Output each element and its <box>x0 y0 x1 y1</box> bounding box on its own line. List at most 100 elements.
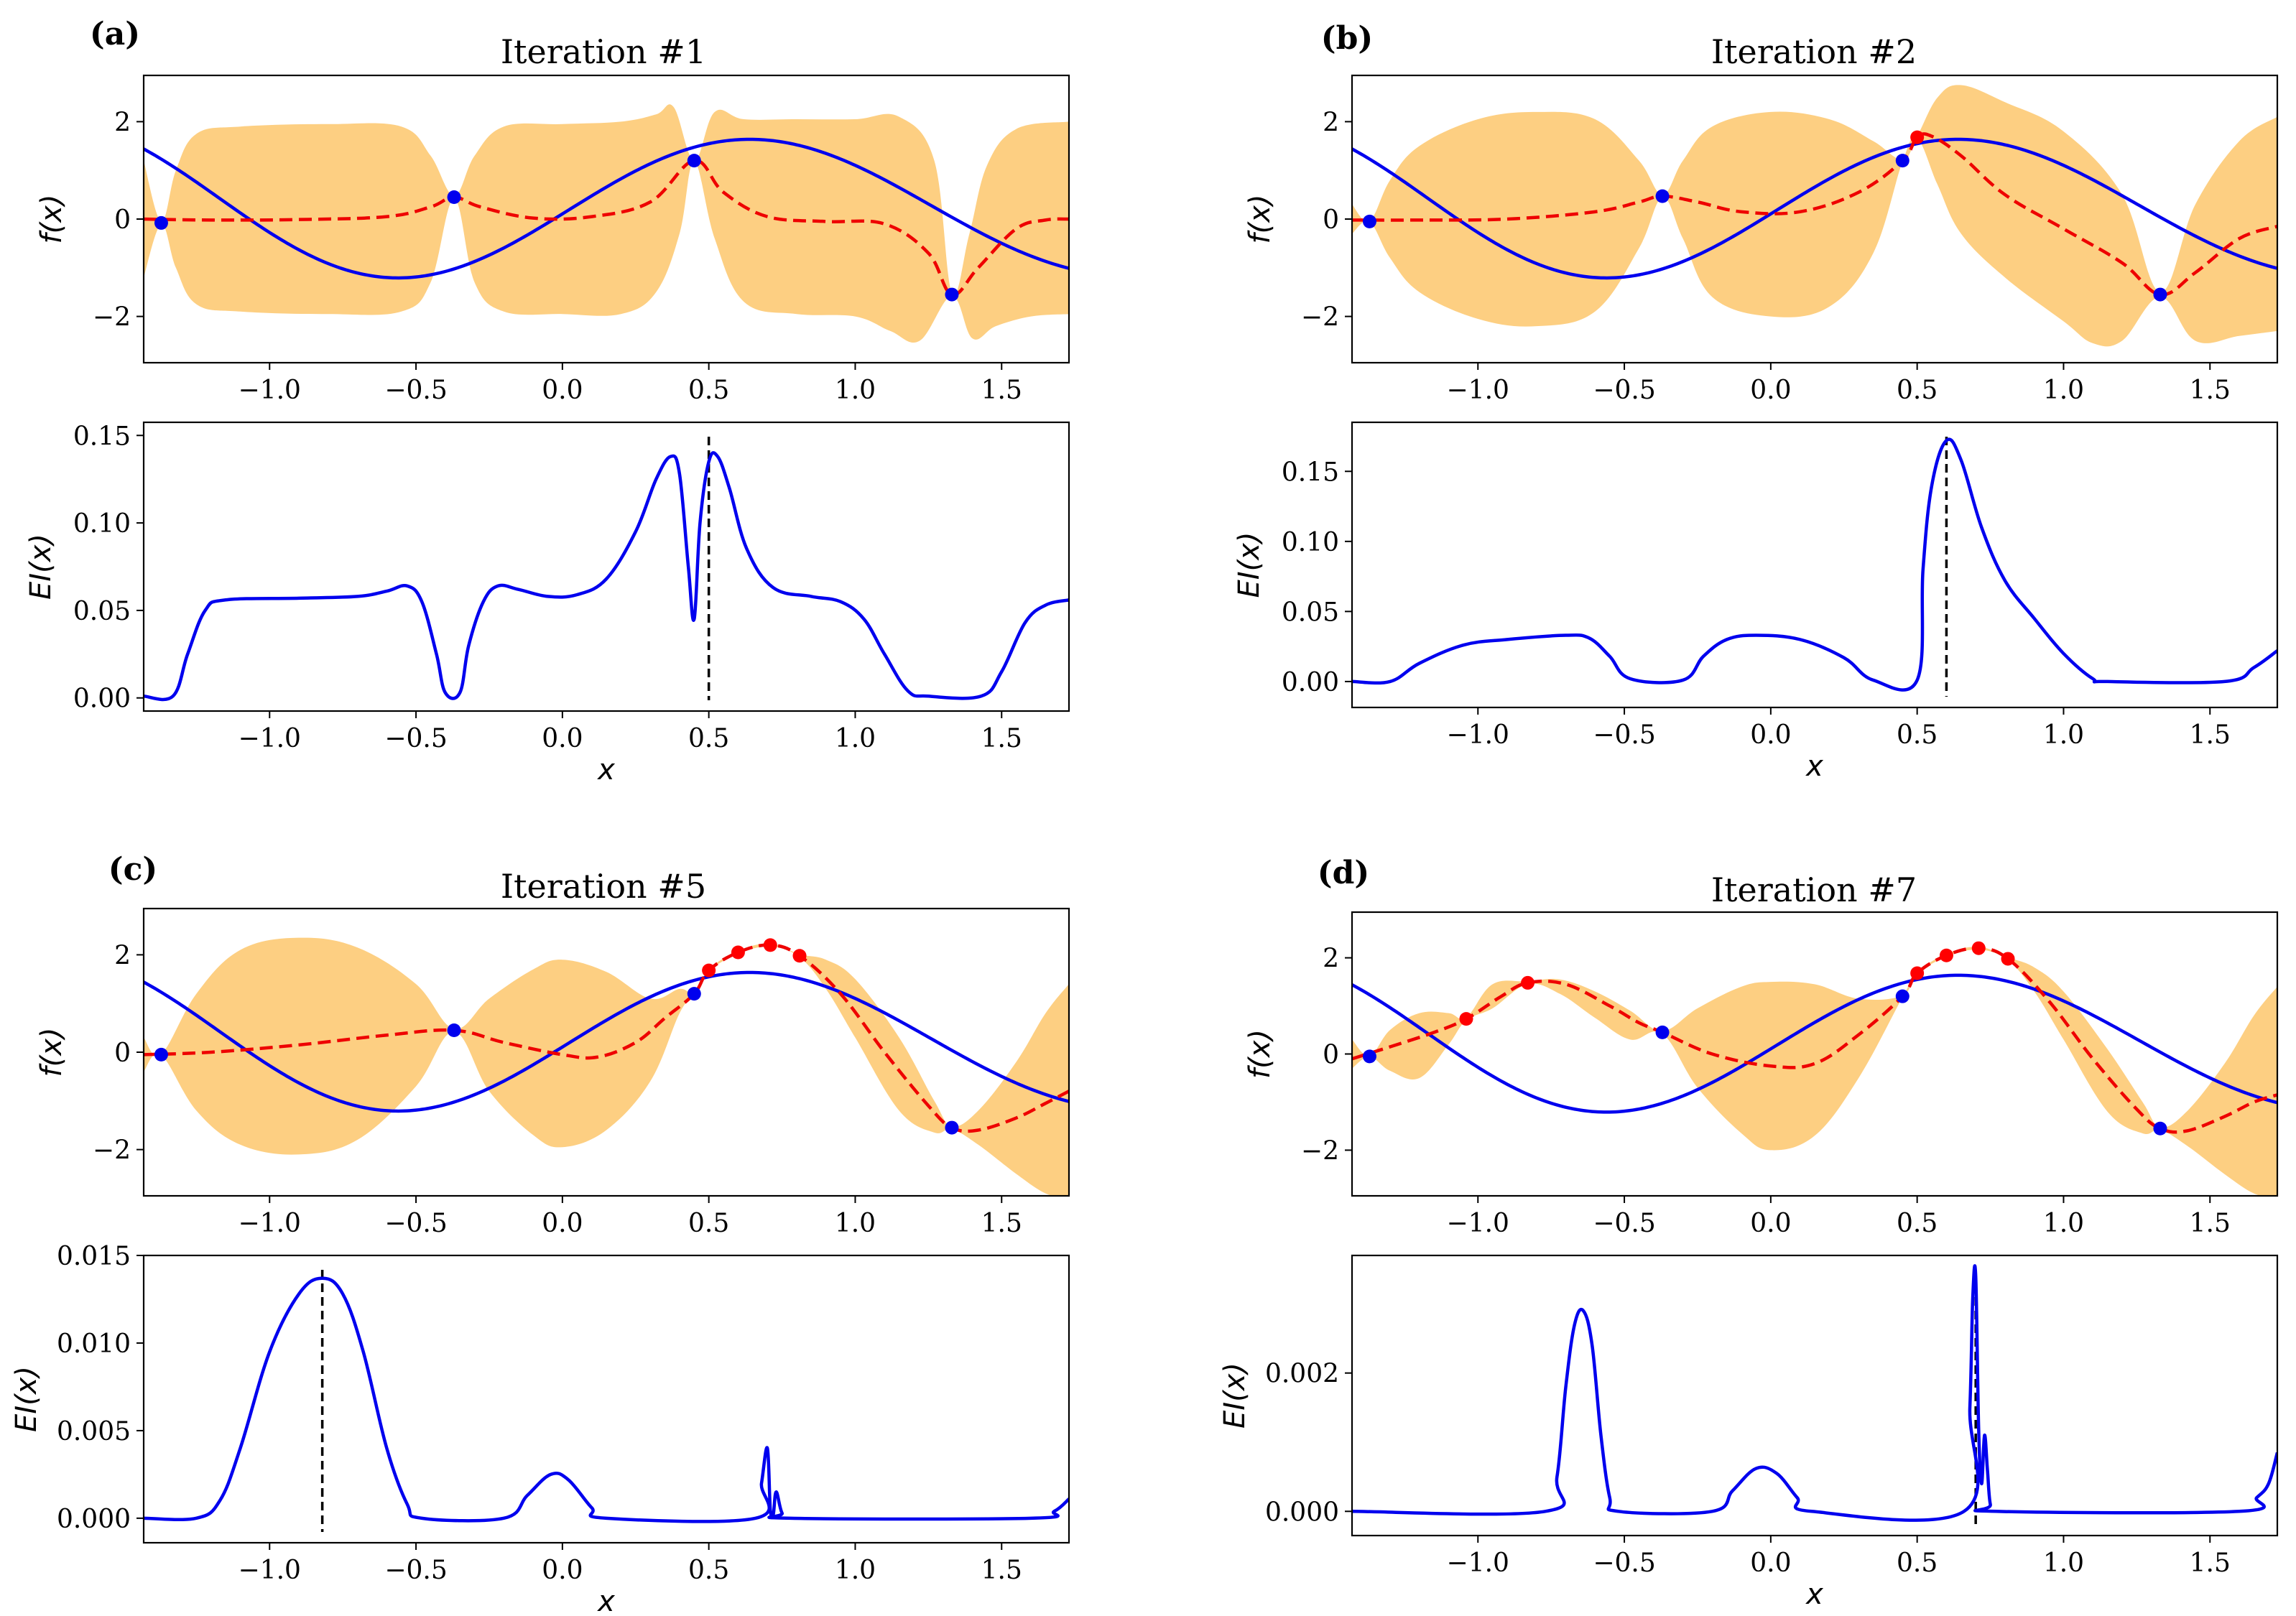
gp-subplot: −1.0 −0.5 0.0 0.5 1.0 1.5 −2 0 2 f(x) <box>1244 74 2279 405</box>
gp-x-tick-label: −1.0 <box>1447 1209 1509 1238</box>
ei-y-ticks: 0.00 0.05 0.10 0.15 <box>1282 458 1352 697</box>
gp-x-ticks: −1.0 −0.5 0.0 0.5 1.0 1.5 <box>239 1196 1022 1238</box>
gp-x-tick-label: −0.5 <box>1593 1209 1655 1238</box>
gp-x-tick-label: 0.0 <box>1750 1209 1791 1238</box>
initial-observation-point <box>687 154 701 168</box>
ei-plot-frame <box>142 1254 1070 1544</box>
gp-x-tick-label: 0.5 <box>688 376 729 405</box>
gp-x-tick-label: 0.0 <box>542 376 583 405</box>
gp-mean-line <box>144 159 1069 297</box>
gp-mean-line <box>1352 132 2277 297</box>
confidence-band <box>1352 947 2277 1196</box>
gp-y-tick-label: 0 <box>1323 205 1339 235</box>
initial-observation-point <box>1895 989 1910 1003</box>
ei-y-tick-label: 0.15 <box>1282 458 1339 487</box>
ei-y-axis-title: EI(x) <box>10 1366 43 1432</box>
ei-y-ticks: 0.000 0.002 <box>1265 1360 1352 1527</box>
initial-observation-point <box>1655 1025 1670 1039</box>
ei-y-tick-label: 0.010 <box>57 1329 131 1359</box>
ei-curve <box>144 451 1069 702</box>
ei-plot-frame <box>1351 421 2279 709</box>
ei-y-tick-label: 0.10 <box>1282 528 1339 557</box>
gp-y-tick-label: 2 <box>1323 944 1339 974</box>
ei-x-tick-label: 0.0 <box>1750 1548 1791 1578</box>
ei-y-tick-label: 0.00 <box>1282 668 1339 697</box>
ei-subplot: −1.0 −0.5 0.0 0.5 1.0 1.5 0.000 0.002 EI(x) x <box>1218 1254 2279 1611</box>
ei-y-axis-title: EI(x) <box>1233 532 1266 598</box>
gp-plot-frame <box>1351 74 2279 364</box>
ei-x-ticks: −1.0 −0.5 0.0 0.5 1.0 1.5 <box>1447 707 2231 750</box>
gp-x-tick-label: 1.0 <box>2043 1209 2084 1238</box>
ei-y-tick-label: 0.015 <box>57 1242 131 1271</box>
gp-subplot: −1.0 −0.5 0.0 0.5 1.0 1.5 −2 0 2 f(x) <box>35 907 1070 1238</box>
ei-y-tick-label: 0.10 <box>73 509 131 539</box>
sampled-observation-point <box>1910 966 1925 980</box>
panel-c: (c) Iteration #5 −1.0 −0.5 0.0 0.5 1.0 1.5 −2 0 2 f… <box>10 851 1070 1616</box>
ei-x-tick-label: 1.5 <box>2190 720 2231 750</box>
gp-plot-area <box>1352 85 2277 347</box>
panel-a: (a) Iteration #1 −1.0 −0.5 0.0 0.5 1.0 1.5 −2 0 2 f… <box>24 16 1070 786</box>
sampled-observation-point <box>763 938 777 952</box>
ei-subplot: −1.0 −0.5 0.0 0.5 1.0 1.5 0.000 0.005 0.010 0.015… <box>10 1242 1070 1616</box>
true-function-line <box>1352 973 2277 1114</box>
gp-y-axis-title: f(x) <box>1244 1029 1277 1079</box>
panel-title: Iteration #2 <box>1711 32 1917 71</box>
gp-plot-area <box>144 937 1069 1196</box>
confidence-band <box>144 104 1069 343</box>
ei-x-axis-title: x <box>1805 750 1823 783</box>
gp-y-tick-label: −2 <box>93 1136 131 1166</box>
gp-x-tick-label: 1.5 <box>2190 1209 2231 1238</box>
ei-y-axis-title: EI(x) <box>24 534 57 600</box>
gp-x-tick-label: −0.5 <box>384 1209 447 1238</box>
gp-y-ticks: −2 0 2 <box>93 108 144 333</box>
ei-x-tick-label: −0.5 <box>384 1556 447 1585</box>
ei-plot-frame <box>142 421 1070 712</box>
gp-x-ticks: −1.0 −0.5 0.0 0.5 1.0 1.5 <box>239 363 1022 405</box>
panel-letter: (d) <box>1318 855 1369 891</box>
ei-x-tick-label: 1.0 <box>835 1556 876 1585</box>
sampled-observation-point <box>792 949 807 963</box>
gp-x-tick-label: 0.5 <box>1897 1209 1938 1238</box>
true-function-line <box>144 970 1069 1113</box>
gp-plot-frame <box>142 74 1070 364</box>
gp-x-tick-label: −1.0 <box>239 376 301 405</box>
ei-x-tick-label: −0.5 <box>1593 720 1655 750</box>
sampled-observation-point <box>1459 1012 1473 1026</box>
gp-y-axis-title: f(x) <box>1244 195 1277 244</box>
ei-x-ticks: −1.0 −0.5 0.0 0.5 1.0 1.5 <box>239 1543 1022 1585</box>
sampled-observation-point <box>1910 130 1925 144</box>
confidence-band <box>1352 85 2277 347</box>
initial-observation-point <box>154 1047 168 1062</box>
gp-y-tick-label: 0 <box>1323 1041 1339 1070</box>
gp-x-tick-label: 0.5 <box>688 1209 729 1238</box>
ei-y-axis-title: EI(x) <box>1218 1362 1251 1429</box>
gp-x-ticks: −1.0 −0.5 0.0 0.5 1.0 1.5 <box>1447 1196 2231 1238</box>
ei-x-tick-label: 1.0 <box>2043 720 2084 750</box>
ei-x-tick-label: −0.5 <box>384 724 447 753</box>
gp-x-tick-label: 1.0 <box>835 1209 876 1238</box>
ei-x-axis-title: x <box>1805 1578 1823 1611</box>
panel-title: Iteration #1 <box>501 32 706 71</box>
gp-y-axis-title: f(x) <box>35 195 68 244</box>
gp-x-tick-label: 0.5 <box>1897 376 1938 405</box>
ei-subplot: −1.0 −0.5 0.0 0.5 1.0 1.5 0.00 0.05 0.10 0.15 EI(x… <box>24 421 1070 786</box>
ei-plot-area <box>1352 1264 2277 1525</box>
ei-x-axis-title: x <box>596 1585 615 1616</box>
gp-subplot: −1.0 −0.5 0.0 0.5 1.0 1.5 −2 0 2 f(x) <box>35 74 1070 405</box>
gp-y-tick-label: 2 <box>114 941 131 970</box>
gp-plot-area <box>1352 941 2277 1196</box>
panel-letter: (b) <box>1321 20 1373 57</box>
gp-subplot: −1.0 −0.5 0.0 0.5 1.0 1.5 −2 0 2 f(x) <box>1244 911 2279 1238</box>
ei-x-tick-label: −1.0 <box>1447 1548 1509 1578</box>
gp-y-tick-label: −2 <box>1301 303 1339 333</box>
gp-y-tick-label: 0 <box>114 205 131 235</box>
ei-y-tick-label: 0.005 <box>57 1417 131 1446</box>
ei-x-tick-label: 0.5 <box>1897 720 1938 750</box>
ei-curve <box>1352 1264 2277 1522</box>
ei-x-tick-label: 0.5 <box>688 724 729 753</box>
ei-y-tick-label: 0.002 <box>1265 1360 1339 1389</box>
ei-x-axis-title: x <box>596 753 615 786</box>
initial-observation-point <box>447 1023 461 1037</box>
gp-x-tick-label: 1.5 <box>981 376 1022 405</box>
gp-mean-line <box>1352 946 2277 1134</box>
